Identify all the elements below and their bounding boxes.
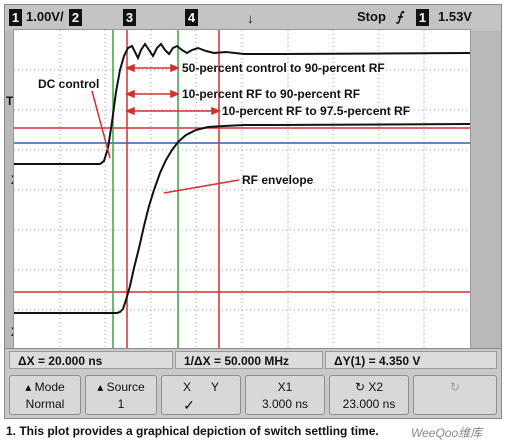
annotation-10-90pct: 10-percent RF to 90-percent RF: [182, 87, 360, 101]
mode-label: Mode: [34, 380, 65, 394]
up-arrow-icon: ▴: [97, 380, 107, 394]
x1-label: X1: [277, 380, 293, 394]
trigger-channel-badge[interactable]: 1: [416, 9, 429, 26]
rf-envelope-trace: [14, 123, 470, 314]
channel-1-scale: 1.00V/: [26, 9, 64, 24]
time-ref-marker: T: [6, 94, 14, 108]
annotation-dc-control: DC control: [38, 77, 99, 91]
watermark: WeeQoo维库: [411, 426, 483, 440]
source-label: Source: [106, 380, 145, 394]
channel-1-badge[interactable]: 1: [9, 9, 22, 26]
status-bar: 1 1.00V/ 2 3 4 ↓ Stop ⨍ 1 1.53V: [5, 5, 501, 31]
up-arrow-icon: ▴: [25, 380, 35, 394]
oscilloscope-window: 1 1.00V/ 2 3 4 ↓ Stop ⨍ 1 1.53V T X1 X2: [4, 4, 502, 419]
measurement-readout: ΔX = 20.000 ns 1/ΔX = 50.000 MHz ΔY(1) =…: [5, 348, 501, 374]
x1-softkey[interactable]: X1 3.000 ns: [245, 375, 325, 415]
mode-softkey[interactable]: ▴ Mode Normal: [9, 375, 81, 415]
trigger-slope-icon: ⨍: [396, 9, 403, 24]
checkmark-icon: ✓: [183, 397, 195, 413]
softkey-bar: ▴ Mode Normal ▴ Source 1 X Y ✓ X1 3.000 …: [5, 373, 501, 418]
blank-softkey[interactable]: ↻: [413, 375, 497, 415]
waveform-display: DC control 50-percent control to 90-perc…: [13, 29, 471, 350]
waveform-svg: DC control 50-percent control to 90-perc…: [14, 30, 470, 349]
x-label: X: [182, 380, 191, 394]
marker-4-badge[interactable]: 4: [185, 9, 198, 26]
dc-control-trace: [14, 42, 470, 165]
inverse-delta-x-readout: 1/ΔX = 50.000 MHz: [175, 351, 323, 369]
x2-softkey[interactable]: ↻ X2 23.000 ns: [329, 375, 409, 415]
xy-softkey[interactable]: X Y ✓: [161, 375, 241, 415]
source-softkey[interactable]: ▴ Source 1: [85, 375, 157, 415]
annotation-10-975pct: 10-percent RF to 97.5-percent RF: [222, 104, 410, 118]
marker-3-badge[interactable]: 3: [123, 9, 136, 26]
annotation-50pct-control: 50-percent control to 90-percent RF: [182, 61, 385, 75]
figure-caption: 1. This plot provides a graphical depict…: [6, 424, 379, 438]
source-value: 1: [117, 397, 125, 411]
run-state[interactable]: Stop: [357, 9, 386, 24]
mode-value: Normal: [25, 397, 65, 411]
trigger-level: 1.53V: [438, 9, 472, 24]
x1-value: 3.000 ns: [261, 397, 309, 411]
x2-label: X2: [368, 380, 384, 394]
delta-y-readout: ΔY(1) = 4.350 V: [325, 351, 497, 369]
rotate-knob-icon-disabled: ↻: [449, 380, 461, 394]
dimension-arrows: [91, 63, 240, 194]
x2-value: 23.000 ns: [342, 397, 396, 411]
annotation-rf-envelope: RF envelope: [242, 173, 314, 187]
trigger-position-icon: ↓: [247, 11, 254, 26]
delta-x-readout: ΔX = 20.000 ns: [9, 351, 173, 369]
y-label: Y: [211, 380, 220, 394]
graticule: [14, 30, 470, 349]
rotate-knob-icon: ↻: [354, 380, 369, 394]
channel-2-badge[interactable]: 2: [69, 9, 82, 26]
